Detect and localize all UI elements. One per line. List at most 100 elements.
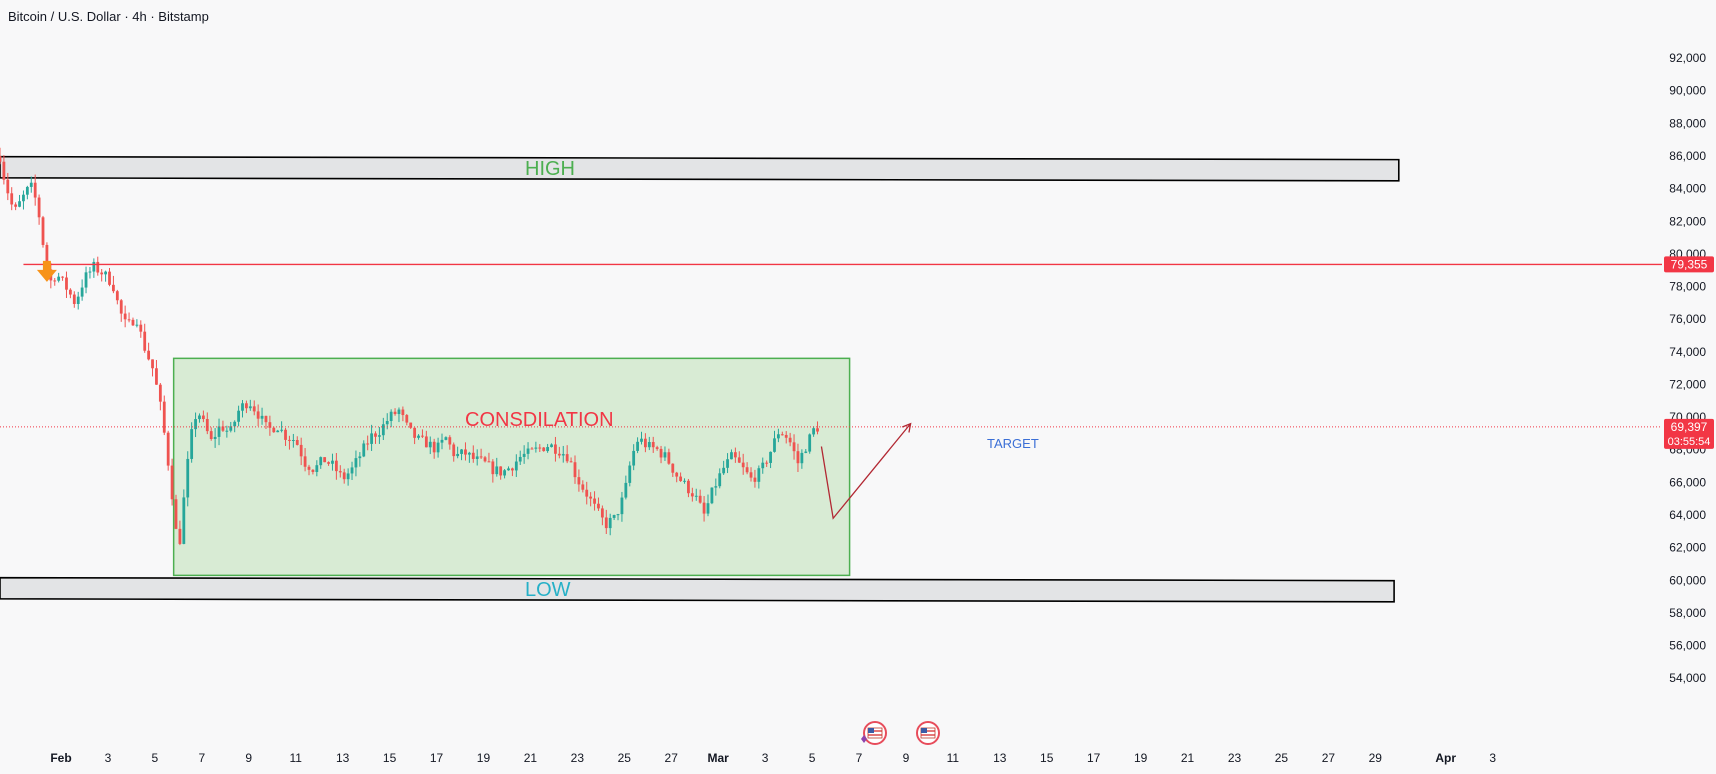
target-path	[820, 423, 912, 520]
candle-body	[291, 440, 295, 442]
y-tick-label: 60,000	[1669, 573, 1706, 587]
candle-body	[745, 467, 749, 473]
candle-body	[346, 473, 350, 480]
candle-body	[554, 444, 557, 454]
candle-body	[467, 452, 471, 455]
consolidation-box	[172, 357, 851, 577]
candle-body	[57, 276, 61, 281]
candle-body	[436, 442, 440, 453]
candle-body	[585, 489, 589, 497]
candle-body	[115, 291, 119, 301]
candle-body	[88, 271, 92, 273]
candle-body	[288, 439, 291, 441]
candle-body	[542, 447, 546, 452]
candle-body	[194, 419, 197, 430]
candle-body	[190, 429, 194, 459]
us-flag-event-icon[interactable]	[916, 721, 940, 745]
candle-body	[311, 469, 315, 472]
candle-body	[604, 517, 608, 529]
candle-body	[225, 430, 229, 432]
candle-body	[112, 284, 115, 292]
current-price-badge: 69,397 03:55:54	[1664, 418, 1714, 449]
candle-body	[749, 472, 753, 478]
candle-body	[796, 451, 800, 464]
candle-body	[213, 436, 217, 439]
candle-body	[241, 403, 244, 411]
countdown-label: 03:55:54	[1668, 436, 1711, 448]
candle-body	[507, 468, 510, 471]
x-tick-label: 23	[571, 751, 585, 765]
candle-body	[307, 466, 311, 470]
candle-body	[765, 462, 769, 464]
candle-body	[53, 280, 57, 282]
resistance-price-badge: 79,355	[1664, 256, 1714, 273]
candle-body	[569, 461, 573, 463]
candle-body	[2, 161, 6, 180]
candle-body	[718, 473, 722, 487]
candle-body	[147, 350, 151, 360]
candle-body	[800, 452, 804, 464]
chart-title: Bitcoin / U.S. Dollar · 4h · Bitstamp	[8, 9, 209, 24]
event-markers[interactable]	[861, 721, 940, 745]
x-tick-label: 27	[665, 751, 679, 765]
candle-body	[550, 444, 553, 448]
candle-body	[198, 415, 201, 420]
candle-body	[362, 443, 366, 457]
candle-body	[354, 458, 358, 468]
x-tick-label: 21	[1181, 751, 1195, 765]
candle-body	[6, 179, 10, 194]
y-tick-label: 90,000	[1669, 84, 1706, 98]
candle-body	[237, 410, 240, 422]
candle-body	[217, 426, 221, 437]
candle-body	[644, 438, 647, 448]
x-tick-label: 7	[856, 751, 863, 765]
candle-body	[295, 440, 299, 445]
candle-body	[452, 444, 456, 457]
candle-body	[628, 465, 632, 483]
x-tick-label: 21	[524, 751, 538, 765]
y-axis[interactable]: 54,000 56,000 58,000 60,000 62,000 64,000 66,0…	[1664, 51, 1714, 685]
candle-body	[245, 403, 248, 409]
x-tick-label: 25	[1275, 751, 1289, 765]
x-tick-label: 9	[903, 751, 910, 765]
candle-body	[761, 462, 765, 469]
resistance-price-label: 79,355	[1671, 257, 1708, 271]
candle-body	[37, 197, 41, 218]
candle-body	[303, 456, 307, 467]
candle-body	[25, 186, 29, 195]
target-arrowhead	[902, 422, 912, 433]
x-axis[interactable]: Feb 3 5 7 9 11 13 15 17 19 21 23 25 27 Mar 3 5 7 9 11 13 15 17…	[50, 751, 1496, 765]
candle-body	[737, 457, 741, 463]
candle-body	[671, 463, 675, 473]
x-tick-label: 17	[1087, 751, 1101, 765]
candle-body	[769, 451, 772, 463]
us-flag-event-icon[interactable]	[863, 721, 887, 745]
candle-body	[170, 465, 174, 500]
candle-body	[22, 194, 25, 202]
candle-body	[327, 462, 330, 464]
candle-body	[730, 452, 733, 460]
x-tick-label: 11	[289, 751, 302, 765]
annotation-layer: HIGH LOW CONSDILATION TARGET	[0, 158, 1662, 601]
candle-body	[331, 460, 334, 464]
x-tick-label: 7	[198, 751, 205, 765]
candle-body	[690, 493, 694, 497]
x-tick-label: Feb	[50, 751, 71, 765]
candle-body	[702, 502, 706, 514]
candle-body	[178, 528, 182, 544]
sparkle-icon	[861, 735, 867, 743]
y-tick-label: 84,000	[1669, 182, 1706, 196]
candle-body	[788, 437, 792, 443]
candle-body	[526, 448, 530, 454]
candle-body	[389, 411, 393, 422]
candle-body	[612, 515, 616, 518]
x-tick-label: Apr	[1435, 751, 1456, 765]
candle-body	[460, 449, 463, 454]
candle-series	[0, 147, 819, 546]
y-tick-label: 66,000	[1669, 475, 1706, 489]
flag-canton	[921, 728, 927, 733]
candle-body	[589, 496, 593, 499]
candle-body	[342, 472, 346, 480]
candle-body	[256, 411, 260, 419]
